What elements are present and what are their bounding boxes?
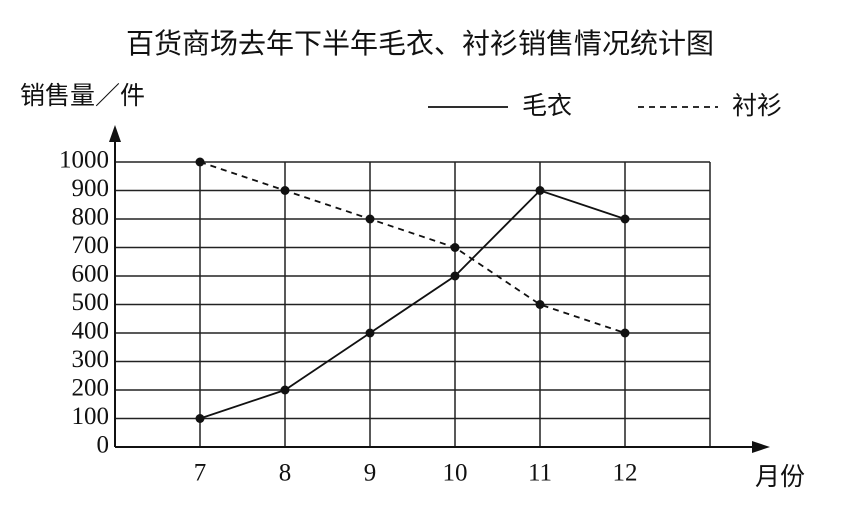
chart-title: 百货商场去年下半年毛衣、衬衫销售情况统计图 [126, 27, 714, 60]
data-point [620, 214, 630, 224]
legend-label: 衬衫 [732, 91, 782, 120]
data-point [620, 328, 630, 338]
y-tick-label: 300 [72, 346, 110, 373]
y-axis-label: 销售量／件 [20, 81, 145, 110]
x-tick-label: 11 [528, 460, 552, 487]
x-tick-label: 8 [279, 460, 292, 487]
y-tick-label: 700 [72, 232, 110, 259]
data-point [535, 300, 545, 309]
legend-label: 毛衣 [522, 91, 572, 120]
y-tick-label: 900 [72, 175, 110, 202]
data-point [280, 186, 290, 195]
y-tick-label: 500 [72, 289, 110, 316]
series-line [199, 189, 626, 420]
x-axis-label: 月份 [755, 462, 805, 491]
y-tick-label: 800 [72, 204, 110, 231]
data-point [195, 414, 205, 423]
data-point [365, 214, 375, 224]
x-tick-label: 9 [364, 460, 377, 487]
data-point [365, 328, 375, 338]
y-tick-label: 100 [72, 403, 110, 430]
y-tick-label: 0 [97, 432, 110, 459]
y-tick-label: 200 [72, 375, 110, 402]
y-tick-label: 400 [72, 318, 110, 345]
y-tick-label: 1000 [59, 147, 109, 174]
data-point [535, 186, 545, 195]
x-tick-label: 7 [194, 460, 207, 487]
data-point [450, 243, 460, 252]
y-tick-label: 600 [72, 261, 110, 288]
data-point [450, 271, 460, 281]
x-tick-label: 10 [443, 460, 468, 487]
x-tick-label: 12 [613, 460, 638, 487]
data-point [280, 385, 290, 395]
x-axis-arrow [752, 441, 770, 453]
y-axis-arrow [109, 125, 121, 142]
data-point [195, 157, 205, 167]
series-line [199, 161, 626, 334]
